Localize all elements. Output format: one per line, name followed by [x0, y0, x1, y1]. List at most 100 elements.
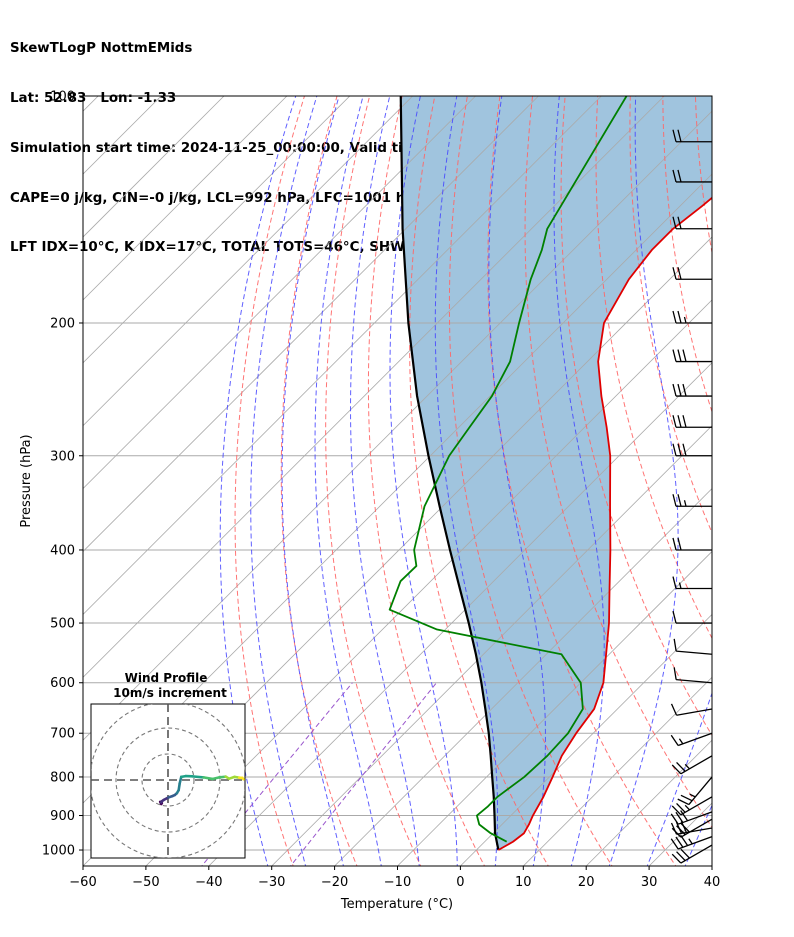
barb-shaft — [680, 796, 713, 816]
barb-feather — [676, 761, 686, 772]
barb-feather — [682, 383, 687, 397]
hodograph-title: Wind Profile — [125, 671, 208, 685]
y-tick-label: 800 — [50, 770, 75, 785]
barb-half-feather — [684, 804, 690, 811]
barb-feather — [676, 802, 686, 813]
dry-adiabat — [325, 96, 422, 866]
x-tick-label: −10 — [384, 875, 411, 890]
wind-barb — [672, 576, 712, 590]
dry-adiabat — [662, 96, 712, 414]
dry-adiabat — [595, 96, 712, 640]
isotherm — [523, 676, 712, 866]
y-tick-label: 900 — [50, 809, 75, 824]
wind-barb — [670, 810, 713, 825]
isotherm — [83, 96, 665, 678]
x-tick-label: 40 — [704, 875, 721, 890]
barb-shaft — [680, 818, 713, 838]
barb-feather — [675, 836, 684, 848]
barb-feather — [672, 310, 677, 324]
y-axis-label: Pressure (hPa) — [19, 434, 34, 527]
barb-feather — [680, 822, 690, 833]
y-tick-label: 300 — [50, 449, 75, 464]
barb-shaft — [677, 836, 713, 850]
wind-barb — [672, 129, 712, 143]
barb-shaft — [680, 844, 713, 864]
barb-shaft — [677, 811, 713, 825]
barb-feather — [672, 610, 677, 624]
wind-barb — [672, 216, 712, 230]
barb-feather — [677, 798, 690, 806]
barb-feather — [677, 349, 682, 362]
dry-adiabat — [409, 96, 549, 866]
dry-adiabat — [367, 96, 486, 866]
barb-feather — [680, 794, 693, 802]
hodograph-frame — [90, 703, 246, 859]
moist-adiabat — [219, 96, 297, 866]
station-title: SkewTLogP NottmEMids — [10, 41, 193, 57]
parcel-area-shading — [400, 96, 712, 851]
barb-feather — [677, 267, 682, 280]
barb-feather — [672, 443, 677, 456]
barb-feather — [677, 169, 682, 183]
barb-feather — [671, 827, 682, 838]
y-tick-label: 500 — [50, 617, 75, 632]
barb-shaft — [688, 776, 713, 805]
wind-barb — [672, 349, 712, 363]
barb-half-feather — [689, 793, 696, 798]
barb-shaft — [676, 827, 713, 835]
moist-adiabat — [389, 96, 458, 866]
barb-feather — [670, 734, 679, 746]
x-tick-label: 0 — [456, 875, 464, 890]
barb-feather — [672, 383, 677, 397]
wind-barb — [672, 537, 712, 551]
barb-feather — [676, 851, 686, 862]
barb-half-feather — [678, 582, 682, 589]
barb-feather — [673, 667, 677, 680]
wind-barb — [670, 703, 713, 716]
x-tick-label: −60 — [69, 875, 96, 890]
barb-feather — [672, 267, 677, 280]
dry-adiabat — [759, 79, 794, 869]
dry-adiabat — [727, 79, 794, 869]
barb-feather — [680, 848, 690, 859]
x-axis-label: Temperature (°C) — [340, 897, 453, 912]
barb-feather — [671, 853, 682, 864]
station-coordinates: Lat: 52.83 Lon: -1.33 — [10, 90, 177, 106]
barb-feather — [682, 443, 687, 456]
axes: −60 −50 −40 −30 −20 −10 0 10 20 30 40 1000 900 800 700… — [42, 90, 720, 891]
barb-shaft — [676, 650, 713, 655]
x-tick-label: −30 — [258, 875, 285, 890]
wind-barb — [673, 638, 713, 655]
y-tick-label: 600 — [50, 676, 75, 691]
y-tick-label: 700 — [50, 727, 75, 742]
wind-barb — [670, 834, 713, 850]
barb-half-feather — [683, 316, 687, 324]
barb-feather — [682, 415, 687, 428]
barb-feather — [680, 810, 689, 822]
barb-feather — [671, 764, 682, 775]
barb-feather — [677, 216, 682, 229]
parcel-shade — [400, 96, 712, 851]
barb-feather — [672, 216, 677, 229]
wind-barb — [677, 776, 713, 806]
hodograph-segment — [191, 775, 205, 779]
isotherm — [83, 96, 413, 427]
isotherm — [83, 96, 602, 615]
barb-feather — [672, 169, 677, 183]
hodograph-plot — [91, 704, 245, 858]
barb-feather — [672, 576, 677, 589]
wind-barb — [672, 267, 712, 280]
dewpoint-line — [388, 96, 628, 843]
x-tick-label: 30 — [641, 875, 658, 890]
hodograph-segment — [202, 776, 214, 781]
x-tick-label: 20 — [578, 875, 595, 890]
isotherm — [775, 96, 794, 866]
barb-half-feather — [688, 838, 693, 845]
x-tick-label: 10 — [515, 875, 532, 890]
moist-adiabat — [608, 96, 679, 866]
wind-barb — [672, 383, 712, 397]
barb-shaft — [676, 708, 713, 716]
isotherm — [334, 488, 712, 866]
wind-barb — [672, 443, 712, 457]
